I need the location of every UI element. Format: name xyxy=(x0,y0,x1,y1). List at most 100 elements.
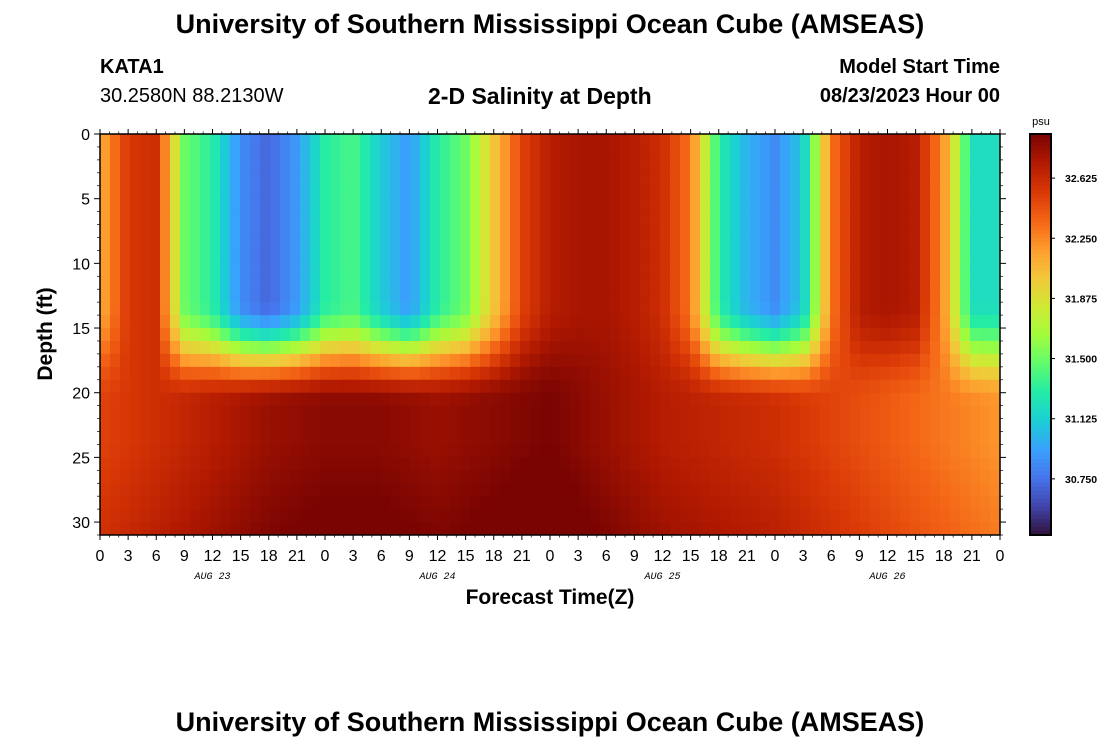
heatmap-cell xyxy=(960,353,971,368)
heatmap-cell xyxy=(930,353,941,368)
heatmap-cell xyxy=(470,237,481,252)
heatmap-cell xyxy=(480,159,491,174)
heatmap-cell xyxy=(780,366,791,381)
heatmap-cell xyxy=(930,444,941,458)
heatmap-cell xyxy=(440,185,451,200)
heatmap-cell xyxy=(220,431,231,446)
heatmap-cell xyxy=(870,289,881,303)
x-tick-label: 18 xyxy=(260,548,278,565)
heatmap-cell xyxy=(580,289,591,303)
heatmap-cell xyxy=(470,418,481,433)
heatmap-cell xyxy=(860,237,871,252)
heatmap-cell xyxy=(710,392,721,407)
heatmap-cell xyxy=(330,405,341,420)
heatmap-cell xyxy=(730,340,741,355)
heatmap-cell xyxy=(130,431,141,446)
heatmap-cell xyxy=(180,224,191,239)
heatmap-cell xyxy=(960,146,971,161)
heatmap-cell xyxy=(500,315,511,329)
heatmap-cell xyxy=(890,522,901,535)
heatmap-cell xyxy=(230,315,241,329)
heatmap-cell xyxy=(180,302,191,316)
heatmap-cell xyxy=(720,431,731,446)
heatmap-cell xyxy=(260,353,271,368)
heatmap-cell xyxy=(650,198,661,213)
heatmap-cell xyxy=(700,224,711,239)
heatmap-cell xyxy=(150,211,161,226)
heatmap-cell xyxy=(690,328,701,342)
heatmap-cell xyxy=(960,134,971,148)
heatmap-cell xyxy=(900,496,911,510)
heatmap-cell xyxy=(640,431,651,446)
heatmap-cell xyxy=(220,340,231,355)
heatmap-cell xyxy=(730,483,741,497)
heatmap-cell xyxy=(430,315,441,329)
heatmap-cell xyxy=(510,483,521,497)
heatmap-cell xyxy=(830,237,841,252)
heatmap-cell xyxy=(690,340,701,355)
heatmap-cell xyxy=(950,159,961,174)
heatmap-cell xyxy=(810,366,821,381)
heatmap-cell xyxy=(760,340,771,355)
heatmap-cell xyxy=(350,470,361,484)
heatmap-cell xyxy=(590,185,601,200)
heatmap-cell xyxy=(160,470,171,484)
heatmap-cell xyxy=(420,224,431,239)
heatmap-cell xyxy=(470,496,481,510)
heatmap-cell xyxy=(890,457,901,471)
heatmap-cell xyxy=(110,483,121,497)
heatmap-cell xyxy=(780,237,791,252)
heatmap-cell xyxy=(290,470,301,484)
heatmap-cell xyxy=(560,457,571,471)
heatmap-cell xyxy=(820,405,831,420)
heatmap-cell xyxy=(460,522,471,535)
heatmap-cell xyxy=(410,405,421,420)
heatmap-cell xyxy=(500,470,511,484)
heatmap-cell xyxy=(370,457,381,471)
heatmap-cell xyxy=(800,224,811,239)
heatmap-cell xyxy=(180,509,191,523)
heatmap-cell xyxy=(150,172,161,187)
colorbar-segment xyxy=(1030,198,1051,203)
colorbar-segment xyxy=(1030,354,1051,360)
heatmap-cell xyxy=(430,159,441,174)
heatmap-cell xyxy=(880,250,891,264)
heatmap-cell xyxy=(940,159,951,174)
heatmap-cell xyxy=(510,263,521,277)
heatmap-cell xyxy=(980,328,991,342)
heatmap-cell xyxy=(420,146,431,161)
colorbar-segment xyxy=(1030,530,1051,536)
heatmap-cell xyxy=(160,509,171,523)
heatmap-cell xyxy=(590,224,601,239)
heatmap-cell xyxy=(280,418,291,433)
heatmap-cell xyxy=(470,483,481,497)
heatmap-cell xyxy=(600,509,611,523)
heatmap-cell xyxy=(400,379,411,394)
heatmap-cell xyxy=(290,379,301,394)
heatmap-cell xyxy=(310,263,321,277)
heatmap-cell xyxy=(940,250,951,264)
heatmap-cell xyxy=(200,340,211,355)
heatmap-cell xyxy=(620,211,631,226)
heatmap-cell xyxy=(340,353,351,368)
heatmap-cell xyxy=(330,509,341,523)
heatmap-cell xyxy=(470,289,481,303)
heatmap-cell xyxy=(220,405,231,420)
heatmap-cell xyxy=(590,340,601,355)
heatmap-cell xyxy=(650,483,661,497)
heatmap-cell xyxy=(320,379,331,394)
heatmap-cell xyxy=(300,146,311,161)
heatmap-cell xyxy=(270,289,281,303)
heatmap-cell xyxy=(990,444,1000,458)
heatmap-cell xyxy=(760,379,771,394)
heatmap-cell xyxy=(700,146,711,161)
heatmap-cell xyxy=(510,405,521,420)
heatmap-cell xyxy=(810,470,821,484)
heatmap-cell xyxy=(400,431,411,446)
heatmap-cell xyxy=(490,302,501,316)
heatmap-cell xyxy=(760,315,771,329)
heatmap-cell xyxy=(210,444,221,458)
heatmap-cell xyxy=(530,353,541,368)
heatmap-cell xyxy=(910,328,921,342)
heatmap-cell xyxy=(810,522,821,535)
